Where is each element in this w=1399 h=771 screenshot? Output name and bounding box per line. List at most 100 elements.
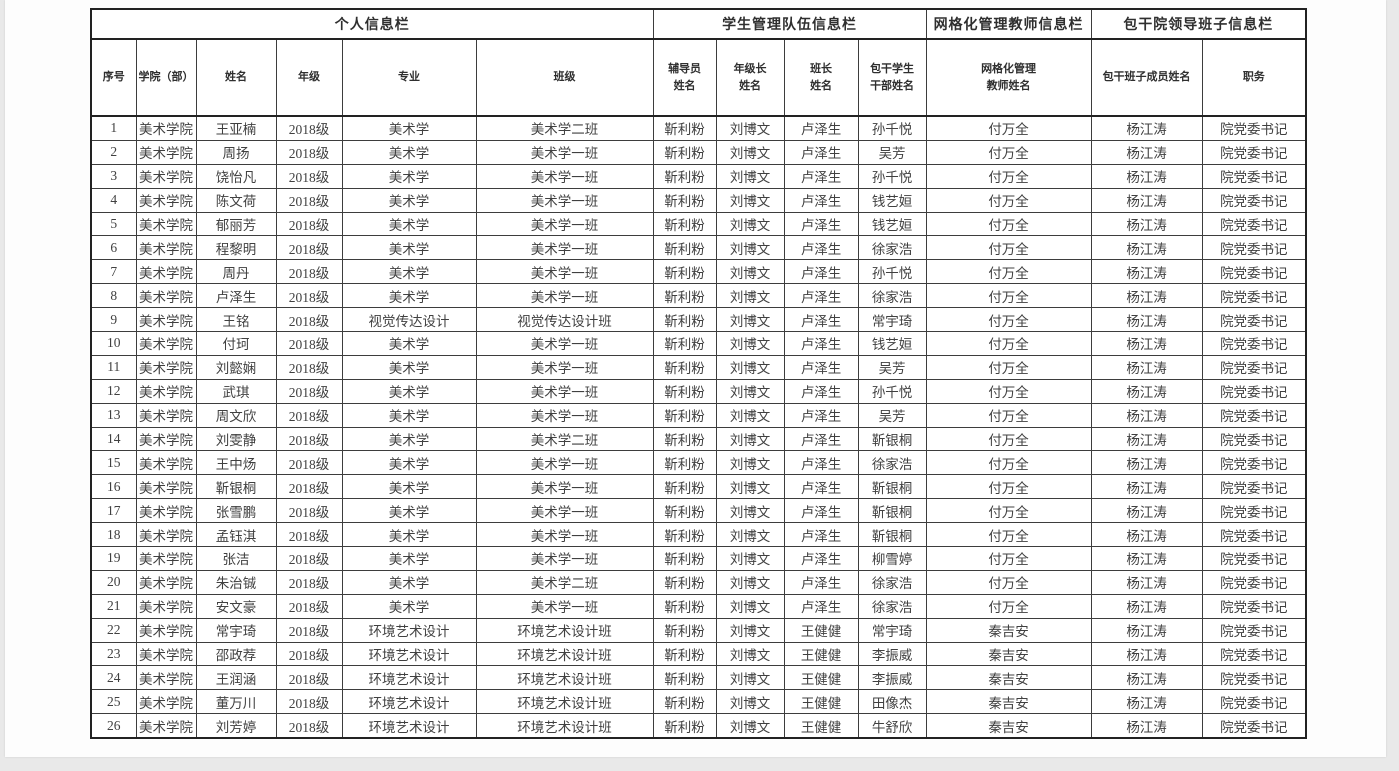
table-cell: 靳利粉 [652, 283, 717, 309]
table-cell: 杨江涛 [1090, 665, 1203, 691]
table-cell: 付万全 [925, 378, 1092, 404]
table-row: 21 美术学院 安文豪 2018级 美术学 美术学一班 靳利粉 刘博文 卢泽生 徐家浩 付万全 杨江涛… [90, 593, 1307, 619]
table-cell: 2018级 [275, 713, 343, 739]
table-cell: 美术学一班 [475, 474, 654, 500]
table-cell: 靳利粉 [652, 378, 717, 404]
table-cell: 秦吉安 [925, 713, 1092, 739]
table-row: 13 美术学院 周文欣 2018级 美术学 美术学一班 靳利粉 刘博文 卢泽生 吴芳 付万全 杨江涛院… [90, 402, 1307, 428]
table-cell: 秦吉安 [925, 617, 1092, 643]
table-cell: 美术学院 [135, 187, 197, 213]
table-cell: 美术学 [341, 331, 477, 356]
table-cell: 环境艺术设计 [341, 641, 477, 667]
table-cell: 周文欣 [195, 402, 277, 428]
table-cell: 卢泽生 [783, 569, 859, 595]
table-cell: 常宇琦 [857, 307, 927, 333]
table-cell: 卢泽生 [783, 546, 859, 571]
table-row: 3 美术学院 饶怡凡 2018级 美术学 美术学一班 靳利粉 刘博文 卢泽生 孙千悦 付万全 杨江涛院… [90, 163, 1307, 189]
table-cell: 付万全 [925, 331, 1092, 356]
table-cell: 孟钰淇 [195, 522, 277, 548]
table-cell: 杨江涛 [1090, 689, 1203, 715]
table-cell: 靳利粉 [652, 307, 717, 333]
table-cell: 刘博文 [715, 283, 785, 309]
table-cell: 美术学院 [135, 593, 197, 619]
table-row: 18 美术学院 孟钰淇 2018级 美术学 美术学一班 靳利粉 刘博文 卢泽生 靳银桐 付万全 杨江涛… [90, 522, 1307, 548]
table-cell: 美术学一班 [475, 139, 654, 165]
table-cell: 19 [90, 546, 137, 571]
table-cell: 刘博文 [715, 665, 785, 691]
table-cell: 付万全 [925, 354, 1092, 380]
table-cell: 院党委书记 [1201, 474, 1307, 500]
table-cell: 院党委书记 [1201, 283, 1307, 309]
table-cell: 吴芳 [857, 139, 927, 165]
table-cell: 靳利粉 [652, 402, 717, 428]
table-cell: 院党委书记 [1201, 522, 1307, 548]
table-cell: 2018级 [275, 689, 343, 715]
table-cell: 美术学 [341, 402, 477, 428]
table-cell: 武琪 [195, 378, 277, 404]
table-cell: 美术学院 [135, 378, 197, 404]
table-cell: 美术学一班 [475, 593, 654, 619]
table-cell: 杨江涛 [1090, 354, 1203, 380]
table-cell: 付万全 [925, 139, 1092, 165]
table-cell: 刘博文 [715, 474, 785, 500]
table-cell: 刘芳婷 [195, 713, 277, 739]
table-row: 22 美术学院 常宇琦 2018级 环境艺术设计 环境艺术设计班 靳利粉 刘博文 王健健 常宇琦秦… [90, 617, 1307, 643]
table-cell: 靳利粉 [652, 689, 717, 715]
table-cell: 卢泽生 [783, 331, 859, 356]
table-cell: 刘博文 [715, 307, 785, 333]
table-cell: 2018级 [275, 546, 343, 571]
table-cell: 刘博文 [715, 402, 785, 428]
column-header-cell: 网格化管理 教师姓名 [925, 38, 1092, 117]
table-cell: 周扬 [195, 139, 277, 165]
table-cell: 卢泽生 [783, 283, 859, 309]
table-cell: 刘博文 [715, 115, 785, 141]
table-cell: 靳利粉 [652, 235, 717, 261]
table-cell: 程黎明 [195, 235, 277, 261]
table-cell: 靳利粉 [652, 426, 717, 452]
table-cell: 2018级 [275, 283, 343, 309]
table-cell: 2018级 [275, 259, 343, 285]
table-cell: 邵政荐 [195, 641, 277, 667]
table-cell: 美术学院 [135, 115, 197, 141]
table-row: 10 美术学院 付珂 2018级 美术学 美术学一班 靳利粉 刘博文 卢泽生 钱艺姮 付万全 杨江涛院… [90, 331, 1307, 356]
table-cell: 杨江涛 [1090, 163, 1203, 189]
table-cell: 2018级 [275, 617, 343, 643]
table-cell: 靳利粉 [652, 115, 717, 141]
table-cell: 刘博文 [715, 546, 785, 571]
table-cell: 美术学院 [135, 617, 197, 643]
document-page: 个人信息栏 学生管理队伍信息栏 网格化管理教师信息栏 包干院领导班子信息栏 序号 学院（… [5, 0, 1386, 757]
table-cell: 董万川 [195, 689, 277, 715]
table-cell: 王铭 [195, 307, 277, 333]
table-cell: 王健健 [783, 689, 859, 715]
table-cell: 2018级 [275, 378, 343, 404]
table-cell: 美术学 [341, 450, 477, 476]
table-cell: 付万全 [925, 450, 1092, 476]
table-cell: 7 [90, 259, 137, 285]
table-cell: 杨江涛 [1090, 307, 1203, 333]
table-cell: 卢泽生 [783, 139, 859, 165]
table-cell: 刘博文 [715, 331, 785, 356]
table-cell: 美术学院 [135, 354, 197, 380]
table-cell: 吴芳 [857, 354, 927, 380]
table-cell: 徐家浩 [857, 569, 927, 595]
table-row: 25 美术学院 董万川 2018级 环境艺术设计 环境艺术设计班 靳利粉 刘博文 王健健 田像杰秦… [90, 689, 1307, 715]
table-cell: 卢泽生 [783, 235, 859, 261]
table-row: 16 美术学院 靳银桐 2018级 美术学 美术学一班 靳利粉 刘博文 卢泽生 靳银桐 付万全 杨江涛… [90, 474, 1307, 500]
table-cell: 田像杰 [857, 689, 927, 715]
table-cell: 付万全 [925, 187, 1092, 213]
table-cell: 刘博文 [715, 426, 785, 452]
table-row: 4 美术学院 陈文荷 2018级 美术学 美术学一班 靳利粉 刘博文 卢泽生 钱艺姮 付万全 杨江涛院… [90, 187, 1307, 213]
column-header-cell: 班长 姓名 [783, 38, 859, 117]
table-cell: 刘博文 [715, 713, 785, 739]
table-cell: 11 [90, 354, 137, 380]
table-cell: 美术学 [341, 569, 477, 595]
table-cell: 王健健 [783, 617, 859, 643]
table-cell: 2018级 [275, 593, 343, 619]
table-cell: 杨江涛 [1090, 546, 1203, 571]
table-row: 6 美术学院 程黎明 2018级 美术学 美术学一班 靳利粉 刘博文 卢泽生 徐家浩 付万全 杨江涛院… [90, 235, 1307, 261]
column-header-cell: 姓名 [195, 38, 277, 117]
table-cell: 李振威 [857, 641, 927, 667]
table-cell: 杨江涛 [1090, 139, 1203, 165]
table-cell: 2018级 [275, 211, 343, 237]
table-cell: 卢泽生 [783, 402, 859, 428]
